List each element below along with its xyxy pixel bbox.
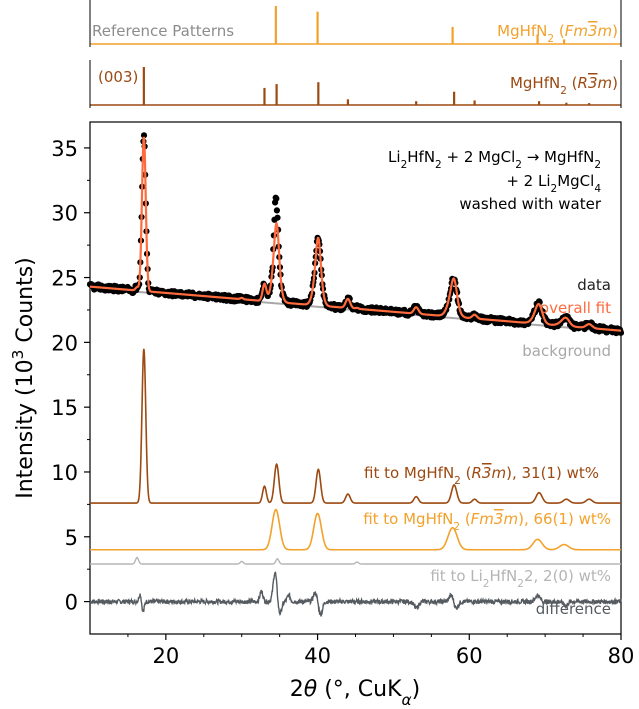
y-axis-title: Intensity (103 Counts) bbox=[9, 257, 38, 499]
y-tick-label: 25 bbox=[51, 267, 78, 291]
label-fit-li2hfn2: fit to Li2HfN22, 2(0) wt% bbox=[430, 567, 611, 590]
x-tick-label: 40 bbox=[304, 644, 331, 668]
data-point bbox=[140, 132, 148, 139]
y-tick-label: 15 bbox=[51, 396, 78, 420]
main-plot: 0 5 10 15 20 25 30 35 20 40 60 80 2θ (°, CuKα) Intens… bbox=[9, 121, 635, 709]
y-tick-label: 20 bbox=[51, 331, 78, 355]
fit-cubic-curve bbox=[90, 508, 621, 551]
label-fit-rhombo: fit to MgHfN2 (R3m), 31(1) wt% bbox=[364, 464, 599, 487]
data-point bbox=[273, 207, 281, 214]
y-tick-label: 0 bbox=[65, 591, 78, 615]
reaction-line-1: Li2HfN2 + 2 MgCl2 → MgHfN2 bbox=[388, 148, 601, 171]
reaction-line-3: washed with water bbox=[459, 195, 601, 213]
y-tick-label: 5 bbox=[65, 526, 78, 550]
peak-003-label: (003) bbox=[98, 68, 138, 86]
fit-li2hfn2-curve bbox=[90, 556, 621, 565]
reaction-line-2: + 2 Li2MgCl4 bbox=[506, 172, 601, 195]
label-background: background bbox=[522, 342, 611, 360]
rhombo-reference-label: MgHfN2 (R3m) bbox=[510, 74, 618, 97]
label-overall-fit: overall fit bbox=[540, 299, 611, 317]
y-tick-label: 30 bbox=[51, 202, 78, 226]
reference-title: Reference Patterns bbox=[92, 22, 234, 40]
data-point bbox=[273, 195, 280, 202]
fit-rhombo-curve bbox=[90, 348, 621, 504]
label-data: data bbox=[577, 276, 611, 294]
y-tick-label: 10 bbox=[51, 461, 78, 485]
label-fit-cubic: fit to MgHfN2 (Fm3m), 66(1) wt% bbox=[363, 510, 611, 533]
difference-curve bbox=[89, 571, 622, 617]
cubic-reference-label: MgHfN2 (Fm3m) bbox=[497, 22, 618, 45]
x-axis-title: 2θ (°, CuKα) bbox=[290, 677, 421, 709]
overall-fit-curve bbox=[89, 136, 622, 332]
x-tick-label: 20 bbox=[152, 644, 179, 668]
x-tick-label: 80 bbox=[608, 644, 635, 668]
label-difference: difference bbox=[536, 600, 611, 618]
y-tick-label: 35 bbox=[51, 137, 78, 161]
x-tick-label: 60 bbox=[456, 644, 483, 668]
data-point bbox=[274, 214, 281, 221]
reference-patterns-panel: Reference Patterns MgHfN2 (Fm3m) MgHfN2 (R… bbox=[89, 0, 622, 108]
